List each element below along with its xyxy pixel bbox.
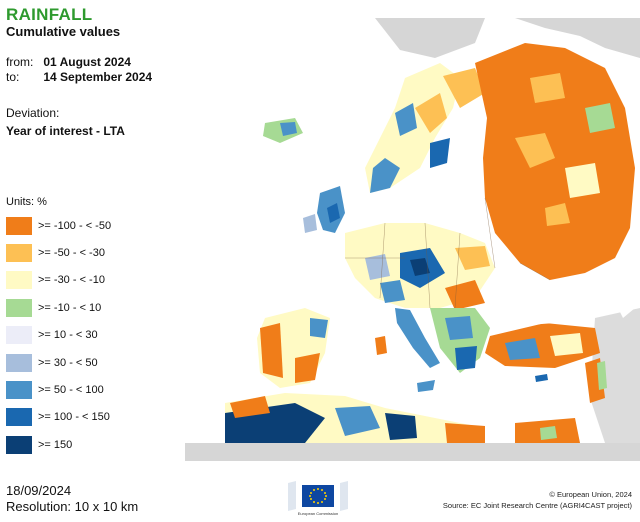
legend-swatch [6,381,32,400]
legend-swatch [6,271,32,290]
from-date: 01 August 2024 [43,55,131,69]
legend-item: >= 10 - < 30 [6,322,111,349]
credits: © European Union, 2024 Source: EC Joint … [443,489,632,511]
to-label: to: [6,70,20,84]
copyright: © European Union, 2024 [549,490,632,499]
black-sea [497,296,565,326]
middle-east-land [590,308,640,443]
legend-label: >= -50 - < -30 [38,247,105,260]
logo-caption: European Commission [298,511,338,516]
legend-label: >= 100 - < 150 [38,411,110,424]
deviation-label: Deviation: [6,106,60,120]
source: Source: EC Joint Research Centre (AGRI4C… [442,501,632,510]
legend-swatch [6,435,32,454]
legend-units: Units: % [6,196,47,208]
period: from: 01 August 2024 to: 14 September 20… [6,55,152,85]
legend-item: >= -10 - < 10 [6,294,111,321]
map-subtitle: Cumulative values [6,24,121,39]
legend-label: >= -10 - < 10 [38,301,102,314]
legend-swatch [6,244,32,263]
legend: Units: % >= -100 - < -50 >= -50 - < -30 … [6,196,111,459]
legend-item: >= -50 - < -30 [6,239,111,266]
legend-item: >= -30 - < -10 [6,267,111,294]
europe-rainfall-map [185,18,640,461]
issue-date: 18/09/2024 [6,483,72,498]
legend-swatch [6,216,32,235]
legend-item: >= 150 [6,431,111,458]
legend-item: >= -100 - < -50 [6,212,111,239]
legend-label: >= 50 - < 100 [38,384,104,397]
legend-label: >= 10 - < 30 [38,329,98,342]
legend-swatch [6,298,32,317]
resolution: Resolution: 10 x 10 km [6,499,139,514]
caspian-sea [613,268,635,318]
legend-item: >= 50 - < 100 [6,376,111,403]
africa-south-land [185,443,640,461]
legend-item: >= 100 - < 150 [6,404,111,431]
european-commission-logo: European Commission [282,479,354,519]
legend-swatch [6,326,32,345]
legend-swatch [6,353,32,372]
greenland-land [375,18,485,58]
legend-label: >= -30 - < -10 [38,274,105,287]
legend-label: >= -100 - < -50 [38,219,112,232]
italy-region [395,308,440,368]
russia-region [475,43,635,280]
deviation-value: Year of interest - LTA [6,124,125,138]
from-label: from: [6,55,34,69]
legend-label: >= 150 [38,438,73,451]
legend-item: >= 30 - < 50 [6,349,111,376]
arctic-land [515,18,640,58]
map-title: RAINFALL [6,5,93,24]
to-date: 14 September 2024 [43,70,153,84]
legend-label: >= 30 - < 50 [38,356,98,369]
legend-swatch [6,408,32,427]
